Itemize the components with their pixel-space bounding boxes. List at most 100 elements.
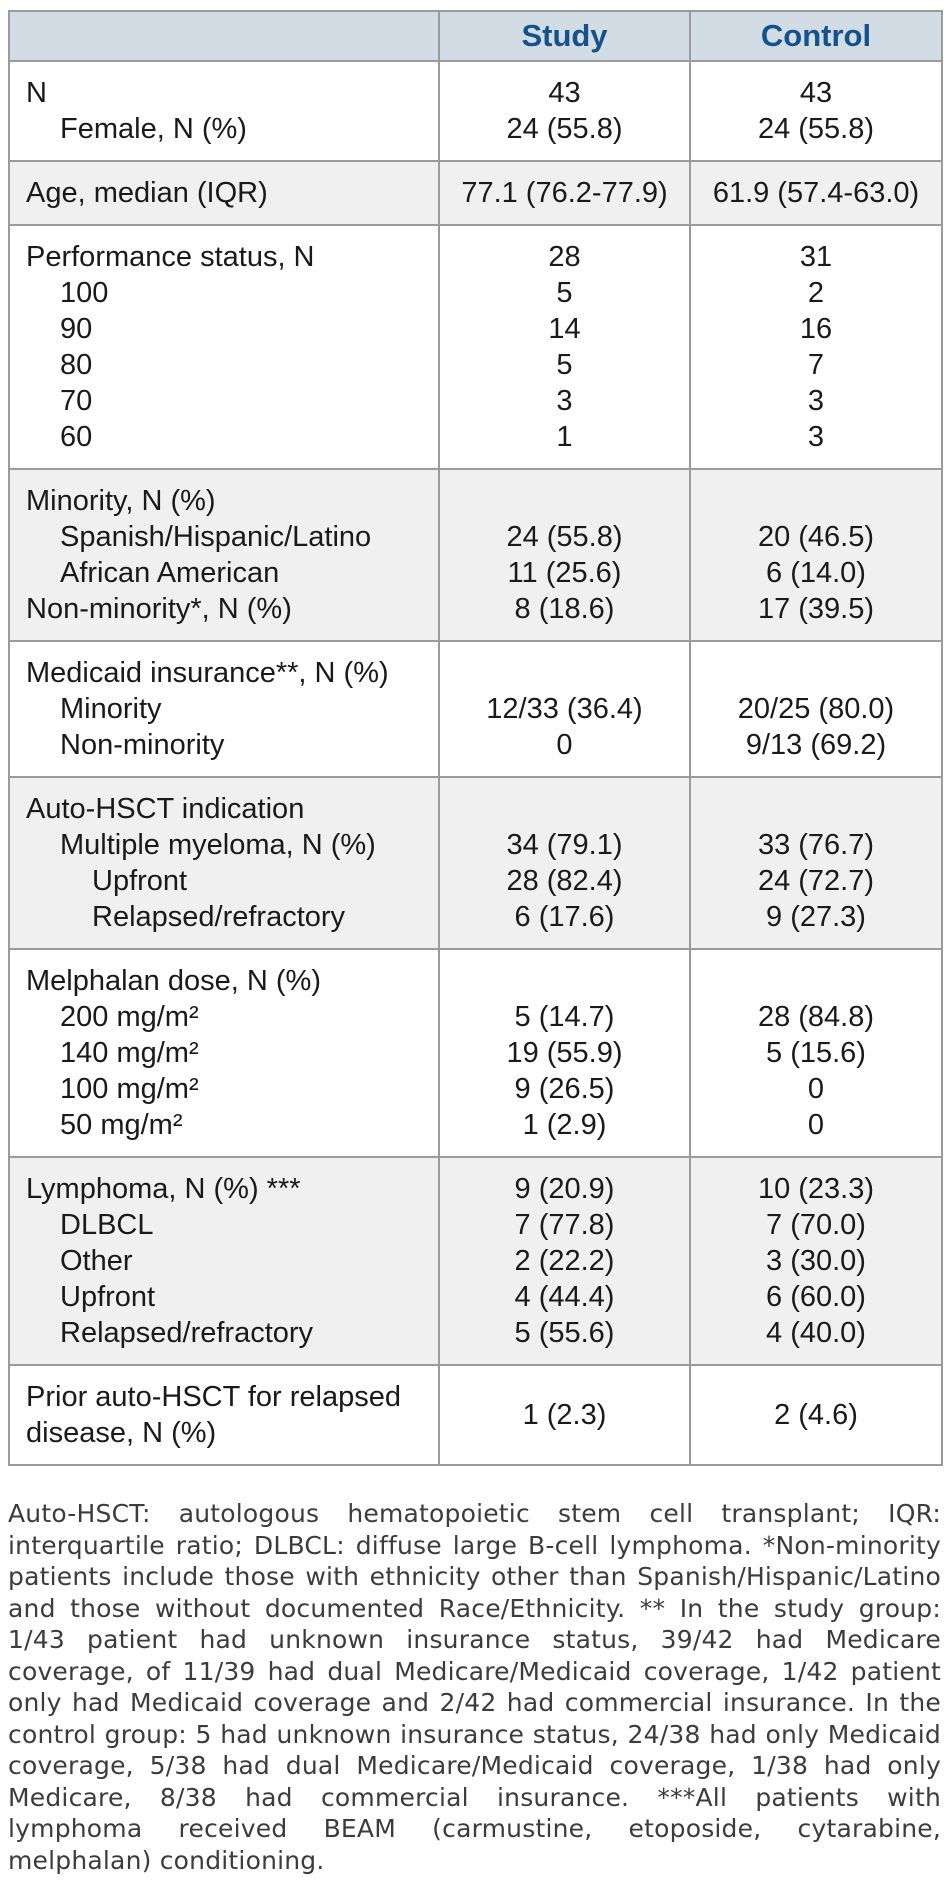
control-value-cell: 31 2 16 7 3 3 [689,224,943,470]
row-label: Female, N (%) [60,113,247,145]
control-value: 28 (84.8) [757,1001,875,1033]
row-label: Prior auto-HSCT for relapsed disease, N … [26,1381,402,1449]
study-value: 12/33 (36.4) [486,693,643,725]
control-value: 31 [799,241,833,273]
control-value [697,655,935,691]
study-value: 9 (26.5) [514,1073,615,1105]
control-value: 3 [807,421,825,453]
study-value: 77.1 (76.2-77.9) [461,177,668,209]
study-value: 19 (55.9) [506,1037,623,1069]
label-cell: Minority, N (%) Spanish/Hispanic/Latino Af… [8,468,440,642]
study-value: 14 [548,313,581,345]
study-value: 6 (17.6) [514,901,615,933]
header-study: Study [438,10,691,62]
header-control: Control [689,10,943,62]
row-label: Relapsed/refractory [92,901,346,933]
control-value: 43 [799,77,833,109]
row-label: Lymphoma, N (%) *** [26,1173,301,1205]
row-label: 100 mg/m² [60,1073,199,1105]
row-label: Upfront [60,1281,156,1313]
control-value: 33 (76.7) [757,829,875,861]
study-value: 1 [556,421,573,453]
label-cell: Melphalan dose, N (%) 200 mg/m² 140 mg/m² 1… [8,948,440,1158]
study-value: 2 (22.2) [514,1245,615,1277]
study-value: 5 (55.6) [514,1317,615,1349]
table-section-row: Medicaid insurance**, N (%) Minority Non-m… [8,640,943,778]
control-value: 10 (23.3) [757,1173,875,1205]
table-section-row: Auto-HSCT indication Multiple myeloma, N … [8,776,943,950]
row-label: Auto-HSCT indication [26,793,305,825]
control-value-cell: 33 (76.7) 24 (72.7) 9 (27.3) [689,776,943,950]
table-section-row: N Female, N (%) 43 24 (55.8) 43 24 (55.8) [8,60,943,162]
control-value: 20/25 (80.0) [737,693,895,725]
control-value [697,791,935,827]
control-value: 3 (30.0) [766,1245,866,1277]
study-value: 3 [556,385,573,417]
study-value: 1 (2.9) [522,1109,607,1141]
study-value-cell: 5 (14.7) 19 (55.9) 9 (26.5) 1 (2.9) [438,948,691,1158]
control-value [697,483,935,519]
row-label: African American [60,557,280,589]
study-value: 0 [556,729,573,761]
study-value [446,963,683,999]
control-value: 6 (14.0) [766,557,866,589]
table-body: N Female, N (%) 43 24 (55.8) 43 24 (55.8) Age,… [8,60,943,1466]
study-value-cell: 9 (20.9) 7 (77.8) 2 (22.2) 4 (44.4) 5 (55.6) [438,1156,691,1366]
control-value: 0 [807,1073,825,1105]
table-section-row: Performance status, N 100 90 80 70 60 28 5 14 5 3 1… [8,224,943,470]
control-value: 4 (40.0) [766,1317,866,1349]
row-label: 80 [60,349,93,381]
control-value-cell: 20 (46.5) 6 (14.0) 17 (39.5) [689,468,943,642]
row-label: DLBCL [60,1209,154,1241]
label-cell: Age, median (IQR) [8,160,440,226]
row-label: Spanish/Hispanic/Latino [60,521,372,553]
control-value: 24 (72.7) [757,865,875,897]
row-label: Multiple myeloma, N (%) [60,829,376,861]
control-value: 6 (60.0) [766,1281,866,1313]
control-value-cell: 43 24 (55.8) [689,60,943,162]
table-section-row: Minority, N (%) Spanish/Hispanic/Latino Af… [8,468,943,642]
row-label: 100 [60,277,109,309]
study-value: 5 [556,277,573,309]
label-cell: Medicaid insurance**, N (%) Minority Non-m… [8,640,440,778]
row-label: Melphalan dose, N (%) [26,965,321,997]
study-value: 1 (2.3) [522,1399,607,1431]
study-value [446,483,683,519]
row-label: 200 mg/m² [60,1001,199,1033]
study-value-cell: 43 24 (55.8) [438,60,691,162]
control-value: 7 [807,349,825,381]
row-label: Non-minority [60,729,225,761]
study-value-cell: 1 (2.3) [438,1364,691,1466]
table-section-row: Lymphoma, N (%) *** DLBCL Other Upfront Rela… [8,1156,943,1366]
control-value-cell: 61.9 (57.4-63.0) [689,160,943,226]
control-value: 20 (46.5) [757,521,875,553]
row-label: Non-minority*, N (%) [26,593,292,625]
control-value-cell: 20/25 (80.0) 9/13 (69.2) [689,640,943,778]
row-label: Minority, N (%) [26,485,216,517]
study-value: 28 (82.4) [506,865,623,897]
control-value: 3 [807,385,825,417]
control-value: 2 (4.6) [774,1399,858,1431]
control-value: 17 (39.5) [757,593,875,625]
study-value: 24 (55.8) [506,113,623,145]
row-label: 140 mg/m² [60,1037,199,1069]
control-value: 61.9 (57.4-63.0) [712,177,920,209]
study-value: 11 (25.6) [507,557,622,589]
control-value: 16 [799,313,833,345]
patient-characteristics-table: Study Control N Female, N (%) 43 24 (55.8) 4… [8,10,943,1466]
row-label: N [26,77,47,109]
control-value-cell: 2 (4.6) [689,1364,943,1466]
study-value [446,791,683,827]
label-cell: N Female, N (%) [8,60,440,162]
table-header-row: Study Control [8,10,943,62]
study-value-cell: 34 (79.1) 28 (82.4) 6 (17.6) [438,776,691,950]
table-section-row: Melphalan dose, N (%) 200 mg/m² 140 mg/m² 1… [8,948,943,1158]
control-value: 5 (15.6) [766,1037,866,1069]
row-label: Minority [60,693,162,725]
row-label: Other [60,1245,133,1277]
control-value: 2 [807,277,825,309]
study-value: 8 (18.6) [514,593,615,625]
study-value [446,655,683,691]
row-label: 70 [60,385,93,417]
